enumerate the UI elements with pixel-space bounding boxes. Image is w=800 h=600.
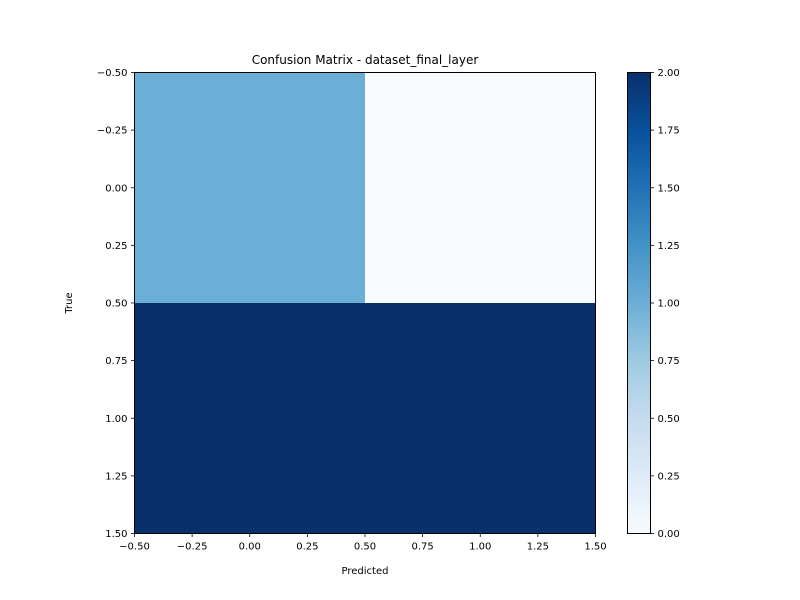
x-axis-ticks: −0.50 −0.25 0.00 0.25 0.50 0.75 1.00 1.25 1.50	[119, 533, 607, 553]
colorbar-ticks: 0.00 0.25 0.50 0.75 1.00 1.25 1.50 1.75 2.00	[650, 68, 680, 540]
y-tick-label: 1.00	[105, 414, 127, 425]
y-tick-label: 0.50	[105, 299, 127, 310]
colorbar-tick-label: 0.50	[658, 414, 680, 425]
x-tick-label: 1.00	[469, 542, 491, 553]
colorbar-tick-label: 1.00	[658, 299, 680, 310]
y-tick-label: 1.50	[105, 529, 127, 540]
colorbar-tick-label: 1.75	[658, 126, 680, 137]
colorbar-tick-label: 0.00	[658, 529, 680, 540]
heatmap-cell	[365, 303, 596, 534]
y-tick-label: −0.25	[97, 126, 128, 137]
heatmap-cell	[134, 303, 365, 534]
x-tick-label: 0.00	[239, 542, 261, 553]
colorbar-tick-label: 1.25	[658, 241, 680, 252]
colorbar-tick-label: 0.25	[658, 471, 680, 482]
colorbar-tick-label: 0.75	[658, 356, 680, 367]
y-tick-label: −0.50	[97, 68, 128, 79]
x-tick-label: −0.25	[177, 542, 208, 553]
y-axis-ticks: −0.50 −0.25 0.00 0.25 0.50 0.75 1.00 1.25 1.50	[97, 68, 135, 540]
x-tick-label: 1.50	[584, 542, 606, 553]
heatmap-cell	[365, 72, 596, 303]
x-tick-label: 0.75	[411, 542, 433, 553]
y-tick-label: 0.25	[105, 241, 127, 252]
colorbar-tick-label: 1.50	[658, 183, 680, 194]
x-axis-label: Predicted	[342, 566, 389, 577]
chart-title: Confusion Matrix - dataset_final_layer	[252, 53, 479, 67]
y-tick-label: 0.75	[105, 356, 127, 367]
y-axis-label: True	[64, 292, 75, 314]
x-tick-label: 0.25	[296, 542, 318, 553]
x-tick-label: 1.25	[527, 542, 549, 553]
heatmap-cell	[134, 72, 365, 303]
y-tick-label: 1.25	[105, 471, 127, 482]
heatmap-cells	[134, 72, 596, 534]
x-tick-label: −0.50	[119, 542, 150, 553]
colorbar	[627, 72, 651, 534]
colorbar-tick-label: 2.00	[658, 68, 680, 79]
y-tick-label: 0.00	[105, 183, 127, 194]
x-tick-label: 0.50	[354, 542, 376, 553]
